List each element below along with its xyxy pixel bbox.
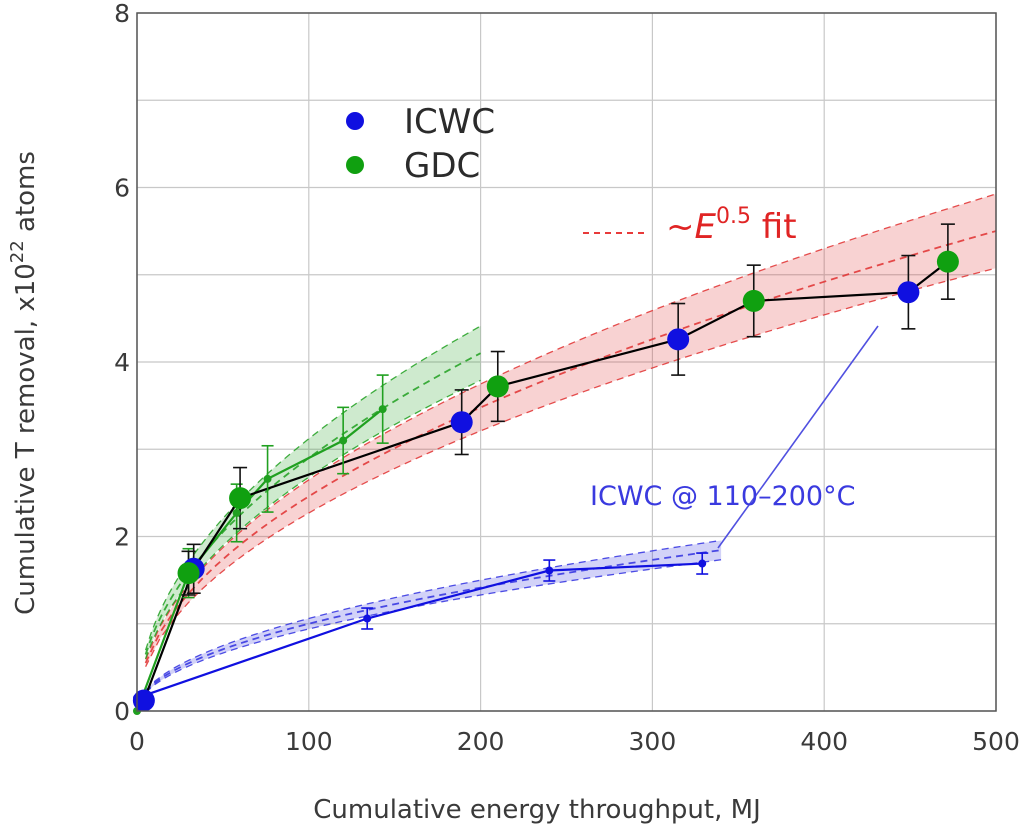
fit-line <box>144 230 997 664</box>
y-tick-label: 6 <box>114 174 130 203</box>
y-tick-label: 2 <box>114 523 130 552</box>
legend-marker-icwc <box>346 112 364 130</box>
legend-label-icwc: ICWC <box>404 102 495 142</box>
fit-legend-suffix: fit <box>751 207 797 247</box>
fit-line <box>145 539 722 691</box>
tick-labels: 0 100 200 300 400 500 0 2 4 6 8 <box>114 0 1020 756</box>
x-axis-label: Cumulative energy throughput, MJ <box>313 795 760 825</box>
legend-marker-gdc <box>346 156 364 174</box>
x-tick-label: 0 <box>129 727 145 756</box>
legend: ICWC GDC <box>346 102 495 186</box>
plot-frame <box>136 12 997 712</box>
gdc-only-sequence-line <box>135 408 384 712</box>
annotation-label: ICWC @ 110–200°C <box>590 481 855 512</box>
legend-label-gdc: GDC <box>404 146 480 186</box>
icwc-point <box>667 328 690 351</box>
y-tick-label: 8 <box>114 0 130 28</box>
x-tick-label: 200 <box>457 727 505 756</box>
fit-legend-label: ~E0.5 fit <box>666 204 797 247</box>
gdc-point <box>486 375 509 398</box>
fit-line <box>144 193 997 660</box>
annotation: ICWC @ 110–200°C <box>590 325 879 549</box>
x-tick-label: 400 <box>800 727 848 756</box>
icwc-low-temperature-sequence-point <box>545 566 554 575</box>
y-axis-label: Cumulative T removal, x1022 atoms <box>7 151 41 615</box>
annotation-leader-line <box>717 325 879 549</box>
gdc-point <box>229 487 252 510</box>
icwc-point <box>450 411 473 434</box>
fit-legend: ~E0.5 fit <box>583 204 797 247</box>
fit-line <box>145 267 997 668</box>
y-axis-label-unit: atoms <box>11 151 41 240</box>
gdc-point <box>936 250 959 273</box>
y-tick-label: 0 <box>114 697 130 726</box>
fit-line <box>144 549 722 693</box>
x-tick-label: 300 <box>629 727 677 756</box>
icwc-point <box>897 281 920 304</box>
fit-line <box>145 559 722 694</box>
icwc-point <box>132 689 155 712</box>
icwc-low-temperature-sequence-point <box>363 614 372 623</box>
icwc-low-temperature-sequence-point <box>698 559 707 568</box>
fit-legend-exponent: 0.5 <box>716 204 751 229</box>
fit-line <box>144 379 481 659</box>
gdc-only-sequence-point <box>232 508 241 517</box>
fit-legend-prefix: ~ <box>666 207 695 247</box>
fit-bands <box>145 193 997 693</box>
y-axis-label-main: Cumulative T removal, x10 <box>11 263 41 615</box>
gdc-only-sequence-point <box>263 474 272 483</box>
x-tick-label: 100 <box>285 727 333 756</box>
fit-band <box>145 540 722 693</box>
gdc-only-sequence-point <box>378 405 387 414</box>
gdc-point <box>742 289 765 312</box>
fit-band <box>145 326 481 659</box>
fit-lines <box>144 193 997 694</box>
y-axis-label-exponent: 22 <box>7 240 28 263</box>
gdc-only-sequence-point <box>339 436 348 445</box>
data-points <box>132 250 959 715</box>
fit-band <box>145 193 997 667</box>
y-tick-label: 4 <box>114 348 130 377</box>
x-tick-label: 500 <box>972 727 1020 756</box>
gdc-point <box>177 562 200 585</box>
fit-line <box>144 325 481 651</box>
fit-legend-symbol: E <box>695 207 717 247</box>
icwc-low-temperature-sequence-line <box>136 562 703 699</box>
